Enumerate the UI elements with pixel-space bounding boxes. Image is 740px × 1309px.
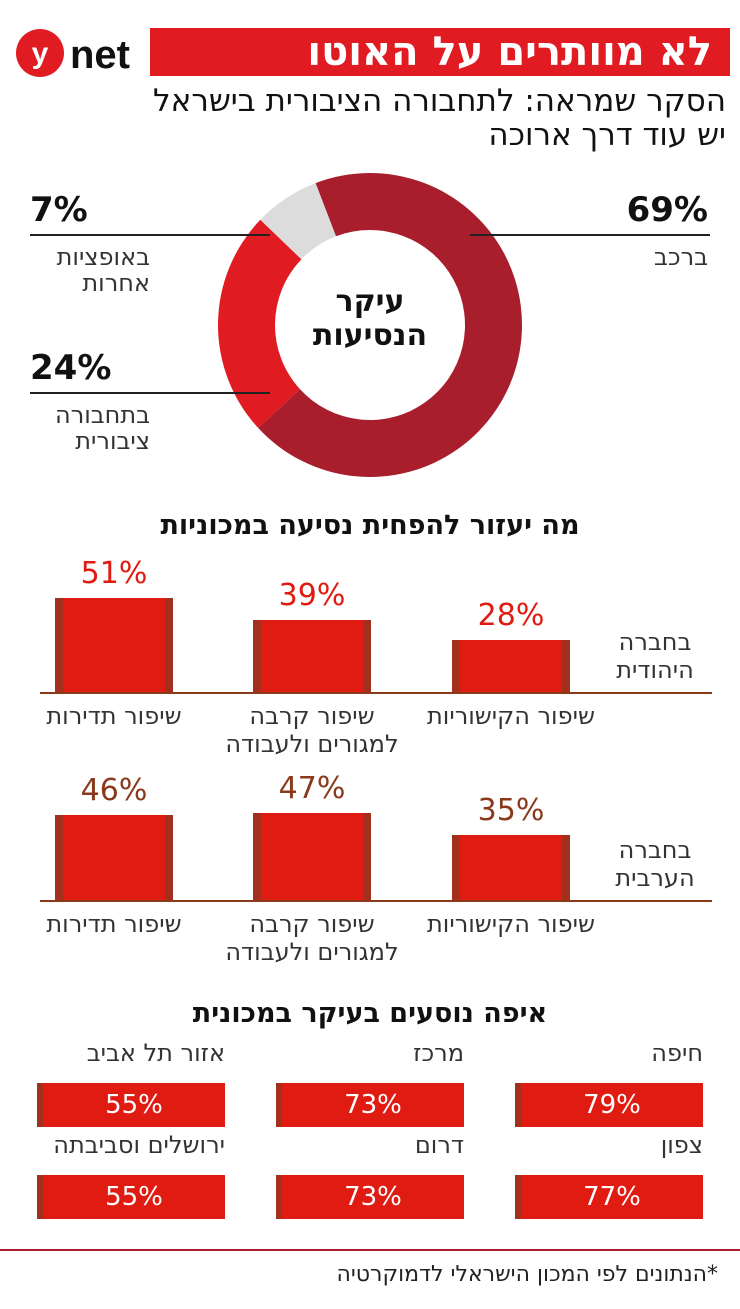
leader-line-car [470, 234, 710, 236]
ynet-logo: y net [8, 28, 148, 78]
slice-label-other-pct: 7% [30, 190, 88, 230]
group-label-jewish: בחברה היהודית [616, 628, 694, 684]
bar-value-label: 39% [278, 577, 346, 613]
footer-divider [0, 1249, 740, 1251]
bar-value-label: 28% [477, 598, 545, 634]
region-label: מרכז [413, 1039, 464, 1067]
region-bar: 55% [37, 1083, 225, 1127]
baseline-arab [40, 900, 712, 902]
region-bar: 55% [37, 1175, 225, 1219]
bar-value-label: 35% [477, 793, 545, 829]
bar-value-label: 47% [278, 771, 346, 807]
region-bar: 73% [276, 1175, 464, 1219]
svg-text:net: net [70, 33, 130, 77]
subtitle-line-1: הסקר שמראה: לתחבורה הציבורית בישראל [153, 83, 726, 119]
svg-text:y: y [32, 37, 49, 70]
group-label-arab: בחברה הערבית [615, 836, 695, 892]
headline: לא מוותרים על האוטו [150, 28, 730, 76]
bar-arab [452, 835, 570, 900]
bar-arab [253, 813, 371, 900]
bar-jewish [253, 619, 371, 692]
leader-line-other [30, 234, 270, 236]
region-bar: 79% [515, 1083, 703, 1127]
slice-label-car-pct: 69% [626, 190, 708, 230]
region-section-title: איפה נוסעים בעיקר במכונית [192, 998, 548, 1029]
subtitle-line-2: יש עוד דרך ארוכה [488, 117, 726, 153]
slice-label-public: בתחבורה ציבורית [55, 401, 150, 455]
region-bar: 73% [276, 1083, 464, 1127]
category-label: שיפור תדירות [46, 702, 182, 730]
subtitle: הסקר שמראה: לתחבורה הציבורית בישראל יש ע… [16, 84, 726, 152]
donut-center-title: עיקר הנסיעות [312, 284, 428, 353]
slice-label-car: ברכב [654, 243, 708, 271]
bar-value-label: 51% [80, 555, 148, 591]
region-label: חיפה [651, 1039, 703, 1067]
category-label: שיפור הקישוריות [427, 702, 595, 730]
bar-value-label: 46% [80, 772, 148, 808]
leader-line-public [30, 392, 270, 394]
slice-car [258, 173, 522, 478]
category-label: שיפור קרבה למגורים ולעבודה [225, 910, 399, 966]
slice-other [260, 183, 336, 260]
region-label: אזור תל אביב [86, 1039, 225, 1067]
baseline-jewish [40, 692, 712, 694]
slice-label-public-pct: 24% [30, 348, 112, 388]
category-label: שיפור הקישוריות [427, 910, 595, 938]
footnote: *הנתונים לפי המכון הישראלי לדמוקרטיה [336, 1262, 719, 1287]
region-label: דרום [414, 1131, 464, 1159]
slice-label-other: באופציות אחרות [56, 243, 150, 297]
bar-jewish [55, 597, 173, 692]
category-label: שיפור קרבה למגורים ולעבודה [225, 702, 399, 758]
donut-chart [218, 173, 522, 478]
bar-jewish [452, 640, 570, 692]
bar-section-title: מה יעזור להפחית נסיעה במכוניות [160, 510, 580, 541]
region-bar: 77% [515, 1175, 703, 1219]
region-label: צפון [660, 1131, 703, 1159]
category-label: שיפור תדירות [46, 910, 182, 938]
region-label: ירושלים וסביבתה [53, 1131, 225, 1159]
slice-public-transport [218, 219, 302, 428]
bar-arab [55, 814, 173, 900]
